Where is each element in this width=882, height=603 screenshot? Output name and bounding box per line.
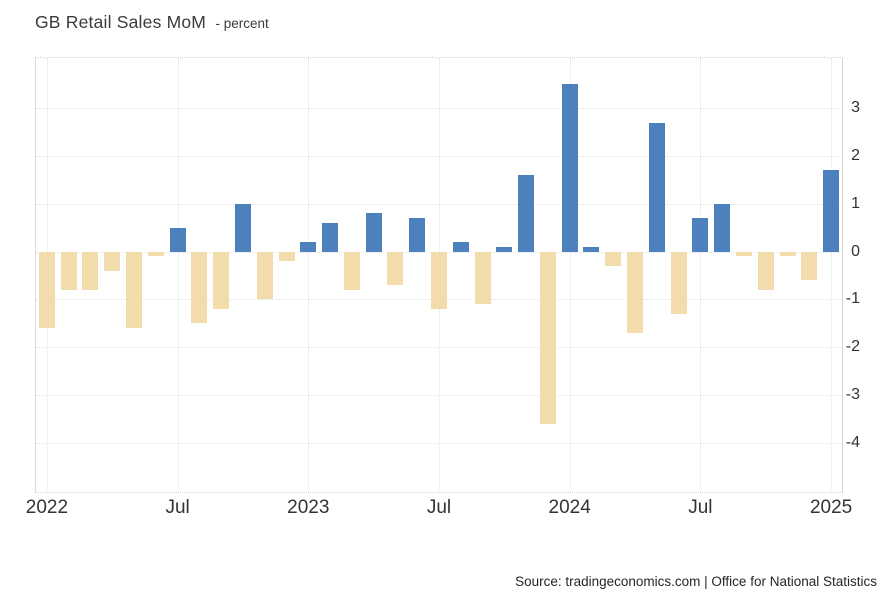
bar-mar-2022[interactable] — [82, 251, 99, 290]
y-tick-label: 3 — [851, 99, 860, 117]
x-tick-label: 2022 — [25, 497, 69, 518]
bar-feb-2024[interactable] — [583, 246, 600, 252]
y-tick-label: 0 — [851, 242, 860, 260]
bar-jan-2023[interactable] — [300, 242, 317, 252]
bar-may-2023[interactable] — [387, 251, 404, 286]
x-tick-label: 2025 — [809, 497, 853, 518]
bar-feb-2022[interactable] — [60, 251, 77, 290]
bar-aug-2023[interactable] — [452, 242, 469, 252]
x-gridline — [569, 58, 571, 492]
bar-nov-2023[interactable] — [518, 175, 535, 252]
bar-may-2024[interactable] — [648, 122, 665, 252]
y-tick-label: -4 — [845, 433, 860, 451]
y-tick-label: 2 — [851, 146, 860, 164]
x-tick-label: Jul — [688, 497, 713, 518]
x-gridline — [177, 58, 179, 492]
bar-mar-2024[interactable] — [605, 251, 622, 266]
bar-dec-2024[interactable] — [801, 251, 818, 281]
chart-unit-label: - percent — [215, 16, 269, 31]
x-tick-label: Jul — [165, 497, 190, 518]
y-tick-label: -1 — [845, 290, 860, 308]
bar-jun-2022[interactable] — [147, 251, 164, 257]
bar-jul-2023[interactable] — [431, 251, 447, 309]
bar-feb-2023[interactable] — [322, 222, 339, 252]
bar-apr-2024[interactable] — [627, 251, 644, 333]
source-attribution: Source: tradingeconomics.com | Office fo… — [515, 574, 877, 589]
x-tick-label: 2023 — [287, 497, 330, 518]
chart-title: GB Retail Sales MoM - percent — [35, 12, 269, 33]
bar-jun-2023[interactable] — [409, 218, 426, 252]
bar-mar-2023[interactable] — [343, 251, 360, 290]
bar-jan-2025[interactable] — [823, 170, 840, 252]
x-tick-label: 2024 — [548, 497, 591, 518]
bar-apr-2022[interactable] — [104, 251, 121, 271]
bar-aug-2022[interactable] — [191, 251, 208, 324]
bar-apr-2023[interactable] — [365, 213, 382, 252]
bar-oct-2024[interactable] — [757, 251, 774, 290]
bar-nov-2022[interactable] — [256, 251, 273, 300]
x-gridline — [308, 58, 310, 492]
x-tick-label: Jul — [426, 497, 452, 518]
bar-aug-2024[interactable] — [714, 203, 731, 252]
y-tick-label: 1 — [851, 194, 860, 212]
bar-may-2022[interactable] — [126, 251, 143, 329]
bar-oct-2022[interactable] — [234, 203, 251, 252]
bar-jan-2024[interactable] — [561, 84, 578, 252]
bar-nov-2024[interactable] — [779, 251, 796, 257]
bar-sep-2022[interactable] — [213, 251, 230, 309]
bar-jun-2024[interactable] — [670, 251, 687, 314]
bar-jul-2024[interactable] — [692, 218, 709, 252]
x-gridline — [831, 58, 833, 492]
y-tick-label: -2 — [845, 338, 860, 356]
chart-title-text: GB Retail Sales MoM — [35, 12, 207, 32]
bar-sep-2024[interactable] — [735, 251, 752, 257]
y-tick-label: -3 — [845, 385, 860, 403]
x-gridline — [700, 58, 702, 492]
bar-dec-2023[interactable] — [539, 251, 556, 424]
bar-jul-2022[interactable] — [169, 227, 186, 252]
bar-oct-2023[interactable] — [496, 246, 513, 252]
bar-dec-2022[interactable] — [278, 251, 295, 262]
bar-jan-2022[interactable] — [38, 251, 55, 329]
bar-sep-2023[interactable] — [474, 251, 491, 305]
plot-area — [35, 57, 843, 493]
